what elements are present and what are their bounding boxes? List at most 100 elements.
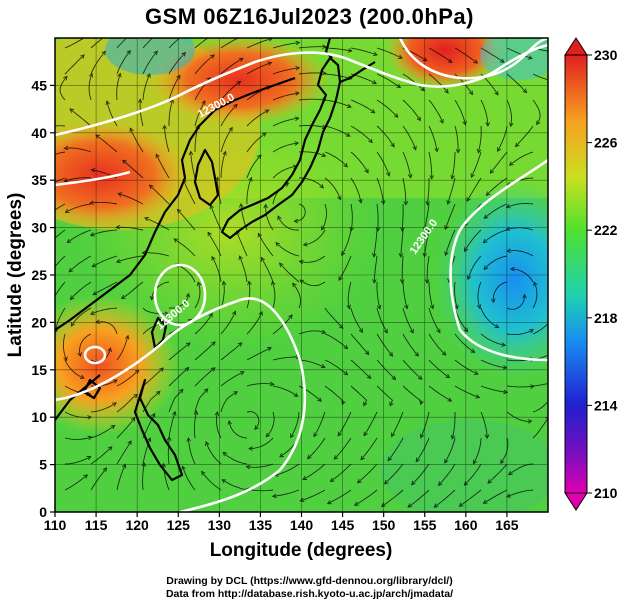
x-axis-title: Longitude (degrees) [210, 540, 393, 561]
streamline-arrowhead [221, 479, 227, 484]
streamline-arrowhead [248, 176, 253, 182]
streamline [116, 417, 136, 439]
streamline [350, 307, 363, 333]
streamline [272, 489, 300, 497]
streamline [333, 437, 352, 460]
streamline-arrowhead [404, 304, 409, 310]
streamline [194, 341, 216, 361]
streamline [303, 229, 326, 246]
x-tick-label: 125 [167, 517, 191, 533]
streamline-arrowhead [267, 61, 273, 66]
streamline-arrowhead [437, 481, 443, 486]
streamline [194, 367, 216, 387]
streamline [240, 203, 248, 231]
x-tick-label: 160 [454, 517, 478, 533]
x-tick-label: 165 [495, 517, 519, 533]
streamline-arrowhead [387, 456, 393, 462]
streamline-arrowhead [295, 65, 301, 71]
streamline [246, 281, 251, 309]
streamline [173, 238, 196, 257]
streamline-arrowhead [112, 402, 117, 407]
streamline-arrowhead [343, 162, 348, 168]
streamline-arrowhead [299, 497, 305, 503]
streamline-arrowhead [235, 230, 240, 236]
streamline [64, 411, 92, 418]
streamline [506, 385, 534, 388]
streamline-arrowhead [470, 173, 475, 179]
streamline [381, 489, 404, 507]
streamline [424, 203, 430, 231]
streamline [402, 385, 422, 405]
streamline-arrowhead [299, 279, 305, 284]
streamline-arrowhead [227, 419, 232, 425]
streamline [454, 333, 475, 353]
streamline [298, 330, 326, 335]
streamline [116, 50, 131, 75]
streamline [467, 255, 482, 280]
streamline-arrowhead [414, 352, 420, 357]
streamline [384, 463, 404, 485]
streamline-arrowhead [237, 342, 243, 347]
streamline-arrowhead [121, 159, 127, 165]
streamline [438, 463, 456, 486]
streamline [64, 456, 91, 465]
streamline-arrowhead [321, 152, 327, 158]
streamline [428, 99, 444, 124]
streamline-arrowhead [444, 225, 449, 231]
streamline [142, 252, 170, 257]
streamline [324, 99, 352, 108]
contour-south [55, 297, 307, 512]
streamline-arrowhead [292, 282, 297, 288]
streamline [67, 229, 92, 243]
streamline-arrowhead [278, 262, 284, 268]
streamline-arrowhead [375, 227, 381, 232]
streamline-arrowhead [208, 312, 213, 318]
streamline [59, 76, 68, 101]
geopotential-contours [55, 38, 548, 512]
streamline-arrowhead [358, 328, 364, 334]
streamline-arrowhead [211, 341, 216, 346]
streamline [451, 412, 456, 439]
streamline-arrowhead [79, 374, 85, 379]
streamline-arrowhead [101, 50, 107, 56]
streamline [142, 437, 151, 465]
streamline [64, 385, 91, 395]
streamline-arrowhead [134, 369, 140, 375]
streamline [428, 151, 433, 179]
streamline-arrowhead [372, 279, 377, 284]
streamline [279, 262, 300, 283]
streamline-arrowhead [363, 431, 368, 437]
streamline [454, 359, 479, 375]
streamline [350, 333, 370, 355]
streamline-arrowhead [91, 263, 97, 268]
streamline-arrowhead [294, 141, 300, 146]
streamline-arrowhead [89, 232, 95, 237]
streamline [402, 177, 407, 205]
streamline-arrowhead [400, 227, 405, 232]
streamline [387, 437, 404, 461]
streamline-arrowhead [337, 431, 342, 437]
streamline-arrowhead [46, 245, 50, 249]
streamline [220, 57, 244, 75]
streamline [483, 489, 508, 504]
streamline-arrowhead [112, 379, 118, 384]
streamline [299, 279, 326, 287]
streamline-arrowhead [236, 80, 242, 86]
streamline-arrowhead [279, 452, 284, 458]
streamline [376, 359, 396, 380]
streamline [307, 437, 326, 459]
streamline-arrowhead [132, 29, 136, 33]
streamline-arrowhead [364, 168, 369, 174]
streamline-arrowhead [41, 159, 45, 163]
x-axis-ticks: 110 115 120 125 130 135 140 145 150 155 160 165 [44, 512, 519, 533]
streamline-arrowhead [222, 451, 228, 457]
streamline-arrowhead [363, 401, 368, 407]
streamline [350, 151, 369, 173]
streamline [492, 281, 508, 303]
streamline [194, 313, 213, 335]
streamline [444, 203, 456, 230]
streamline-arrowhead [434, 147, 439, 153]
streamline [428, 307, 441, 333]
streamline-arrowhead [321, 124, 327, 130]
streamline-arrowhead [391, 432, 396, 438]
